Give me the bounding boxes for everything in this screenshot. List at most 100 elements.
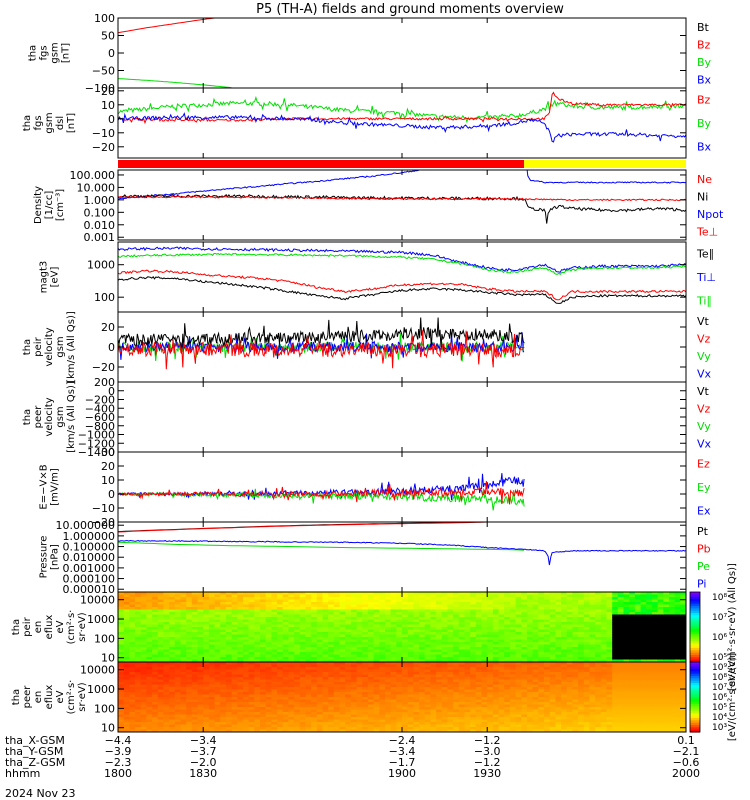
- heatmap-cell: [634, 624, 642, 628]
- heatmap-cell: [600, 647, 608, 651]
- heatmap-cell: [669, 619, 676, 623]
- heatmap-cell: [578, 602, 585, 606]
- heatmap-cell: [612, 659, 619, 662]
- heatmap-cell: [345, 599, 352, 603]
- heatmap-cell: [288, 719, 295, 723]
- heatmap-cell: [555, 612, 562, 616]
- heatmap-cell: [225, 727, 233, 731]
- heatmap-cell: [260, 709, 267, 713]
- heatmap-cell: [583, 617, 591, 621]
- heatmap-cell: [407, 632, 414, 636]
- heatmap-cell: [282, 634, 289, 638]
- heatmap-cell: [191, 632, 199, 636]
- heatmap-cell: [640, 657, 647, 661]
- heatmap-cell: [407, 602, 414, 606]
- heatmap-cell: [583, 612, 591, 616]
- heatmap-cell: [328, 714, 335, 718]
- heatmap-cell: [504, 622, 511, 626]
- heatmap-cell: [470, 664, 477, 668]
- heatmap-cell: [208, 612, 216, 616]
- legend-entry: Vx: [697, 437, 712, 450]
- heatmap-cell: [180, 719, 187, 723]
- heatmap-cell: [186, 597, 193, 601]
- heatmap-cell: [214, 707, 221, 711]
- heatmap-cell: [248, 632, 255, 636]
- heatmap-cell: [231, 652, 238, 656]
- heatmap-cell: [424, 664, 431, 668]
- heatmap-cell: [208, 614, 216, 618]
- heatmap-cell: [135, 689, 142, 693]
- heatmap-cell: [129, 622, 136, 626]
- heatmap-cell: [237, 642, 244, 646]
- heatmap-cell: [299, 629, 307, 633]
- heatmap-cell: [123, 717, 130, 721]
- heatmap-cell: [203, 712, 210, 716]
- heatmap-cell: [498, 632, 505, 636]
- heatmap-cell: [152, 657, 159, 661]
- heatmap-cell: [441, 619, 449, 623]
- heatmap-cell: [135, 677, 142, 681]
- heatmap-cell: [481, 654, 488, 658]
- heatmap-cell: [578, 659, 585, 662]
- heatmap-cell: [475, 637, 483, 641]
- heatmap-cell: [430, 647, 437, 651]
- heatmap-cell: [333, 644, 341, 648]
- heatmap-cell: [606, 607, 613, 611]
- heatmap-cell: [328, 727, 335, 731]
- heatmap-cell: [288, 682, 295, 686]
- heatmap-cell: [214, 627, 221, 631]
- heatmap-cell: [328, 644, 335, 648]
- heatmap-cell: [424, 662, 431, 666]
- heatmap-cell: [288, 654, 295, 658]
- heatmap-cell: [265, 642, 272, 646]
- heatmap-cell: [169, 707, 176, 711]
- heatmap-cell: [328, 659, 335, 662]
- heatmap-cell: [288, 594, 295, 598]
- heatmap-cell: [197, 699, 204, 703]
- heatmap-cell: [220, 602, 227, 606]
- heatmap-cell: [305, 664, 312, 668]
- heatmap-cell: [600, 644, 608, 648]
- heatmap-cell: [509, 647, 517, 651]
- heatmap-cell: [589, 599, 596, 603]
- colorbar-step: [690, 622, 700, 626]
- heatmap-cell: [566, 599, 573, 603]
- heatmap-cell: [345, 617, 352, 621]
- heatmap-cell: [186, 662, 193, 666]
- heatmap-cell: [237, 612, 244, 616]
- heatmap-cell: [152, 689, 159, 693]
- heatmap-cell: [430, 677, 437, 681]
- heatmap-cell: [595, 629, 602, 633]
- heatmap-cell: [123, 639, 130, 643]
- heatmap-cell: [350, 597, 358, 601]
- heatmap-cell: [265, 727, 272, 731]
- heatmap-cell: [299, 712, 307, 716]
- heatmap-cell: [305, 729, 312, 732]
- heatmap-cell: [311, 592, 318, 596]
- heatmap-cell: [163, 714, 170, 718]
- heatmap-cell: [640, 659, 647, 662]
- heatmap-cell: [299, 692, 307, 696]
- series-line: [118, 332, 525, 360]
- heatmap-cell: [674, 624, 681, 628]
- heatmap-cell: [646, 627, 653, 631]
- heatmap-cell: [299, 617, 307, 621]
- heatmap-cell: [498, 604, 505, 608]
- heatmap-cell: [277, 662, 284, 666]
- heatmap-cell: [311, 609, 318, 613]
- heatmap-cell: [248, 622, 255, 626]
- heatmap-cell: [470, 607, 477, 611]
- heatmap-cell: [180, 699, 187, 703]
- heatmap-cell: [373, 722, 380, 726]
- heatmap-cell: [549, 629, 556, 633]
- heatmap-cell: [271, 649, 278, 653]
- heatmap-cell: [243, 714, 250, 718]
- heatmap-cell: [214, 674, 221, 678]
- heatmap-cell: [385, 594, 392, 598]
- heatmap-cell: [521, 602, 528, 606]
- y-tick-label: 0.000010: [63, 583, 116, 596]
- heatmap-cell: [180, 729, 187, 732]
- heatmap-cell: [288, 714, 295, 718]
- heatmap-cell: [339, 624, 346, 628]
- heatmap-cell: [282, 712, 289, 716]
